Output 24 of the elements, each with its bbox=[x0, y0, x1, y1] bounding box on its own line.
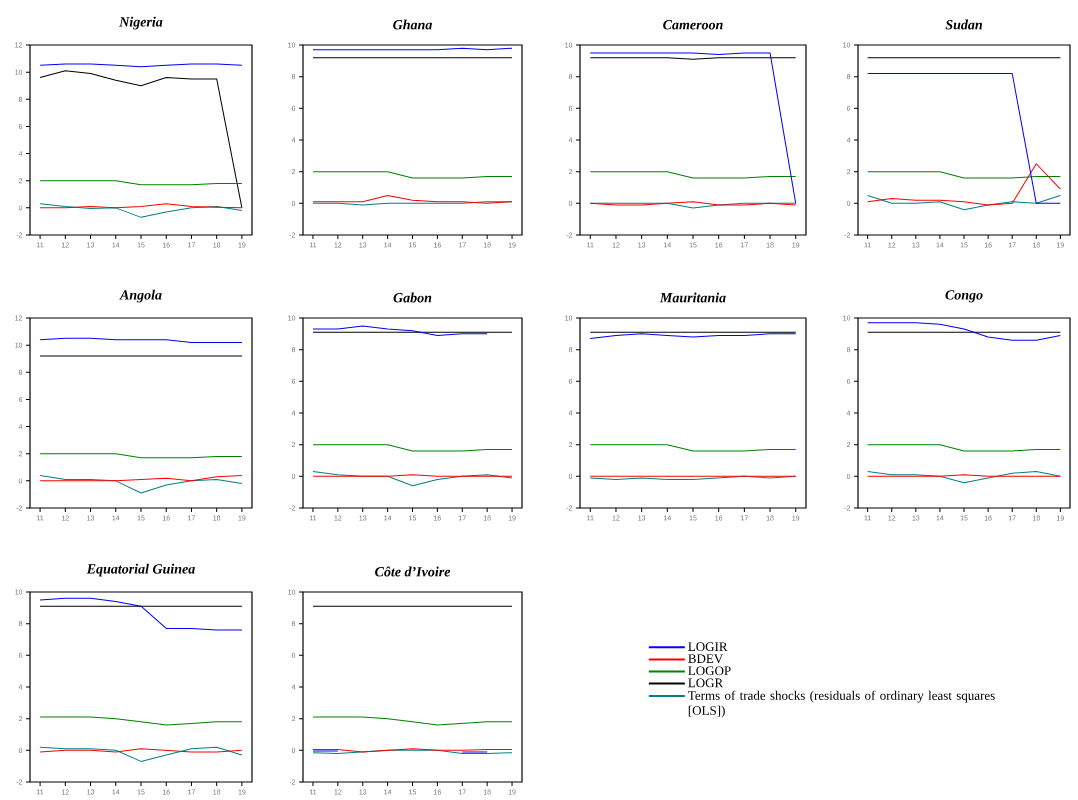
line-series bbox=[312, 325, 488, 336]
legend-label: BDEV bbox=[688, 654, 724, 664]
line-series bbox=[39, 70, 243, 209]
chart-title: Côte d’Ivoire bbox=[375, 566, 451, 577]
legend-label: LOGIR bbox=[688, 642, 728, 652]
chart-title: Sudan bbox=[945, 19, 983, 30]
line-series bbox=[867, 471, 1061, 484]
line-series bbox=[39, 203, 243, 218]
line-series bbox=[867, 163, 1061, 206]
line-series bbox=[39, 474, 243, 494]
chart-title: Equatorial Guinea bbox=[86, 563, 195, 577]
chart-title: Gabon bbox=[393, 292, 432, 303]
legend-label: LOGR bbox=[688, 678, 724, 688]
legend-label: Terms of trade shocks (residuals of ordinary least squares [OLS]) bbox=[688, 690, 995, 718]
legend-label: LOGOP bbox=[688, 666, 731, 676]
chart-title: Mauritania bbox=[659, 292, 726, 303]
chart-title: Congo bbox=[945, 290, 983, 303]
chart-title: Ghana bbox=[393, 19, 432, 30]
line-series bbox=[867, 194, 1061, 211]
chart-title: Cameroon bbox=[663, 20, 723, 30]
line-series bbox=[39, 746, 243, 762]
chart-title: Angola bbox=[119, 289, 162, 303]
chart-title: Nigeria bbox=[119, 16, 163, 30]
line-series bbox=[39, 597, 243, 631]
